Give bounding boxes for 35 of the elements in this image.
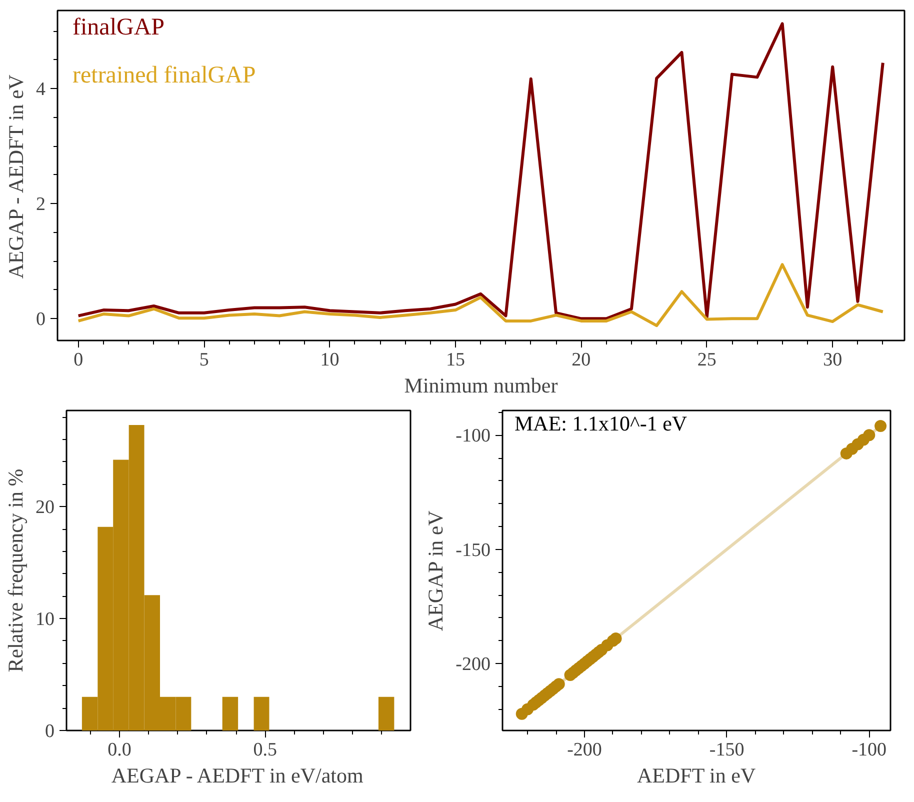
x-tick-label: 0.0: [108, 740, 132, 760]
x-axis-title: AEDFT in eV: [637, 764, 756, 788]
y-tick-label: 0: [36, 309, 46, 330]
x-tick-label: 0: [74, 350, 84, 370]
y-tick-label: 20: [36, 497, 54, 518]
text: finalGAP: [72, 14, 164, 40]
x-tick-label: 5: [199, 350, 209, 370]
point: [552, 678, 565, 690]
x-axis-title: Minimum number: [404, 374, 558, 398]
x-tick-label: -200: [567, 740, 602, 760]
point: [863, 429, 876, 442]
annotation: MAE: 1.1x10^-1 eV: [514, 412, 688, 436]
point: [610, 632, 622, 644]
x-axis-title: AEGAP - AEDFT in eV/atom: [111, 764, 364, 788]
point: [874, 420, 887, 432]
x-tick-label: 25: [697, 350, 716, 370]
x-tick-label: 0.5: [253, 740, 278, 760]
line-series: [76, 263, 884, 328]
y-tick-label: 0: [45, 721, 54, 742]
x-tick-label: 10: [320, 350, 340, 370]
y-tick-label: 10: [36, 609, 54, 630]
x-tick-label: 30: [823, 350, 842, 370]
y-tick-label: 4: [36, 79, 46, 100]
y-axis-title: AEGAP - AEDFT in eV: [4, 74, 28, 279]
y-tick-label: -200: [456, 654, 490, 676]
x-tick-label: 15: [446, 350, 465, 370]
x-tick-label: 20: [572, 350, 591, 370]
text: retrained finalGAP: [72, 62, 256, 88]
y-tick-label: -150: [456, 540, 490, 561]
y-tick-label: -100: [456, 426, 490, 447]
x-tick-label: -100: [852, 740, 887, 760]
y-axis-title: Relative frequency in %: [4, 468, 28, 672]
x-tick-label: -150: [709, 740, 744, 760]
y-axis-title: AEGAP in eV: [424, 510, 448, 632]
y-tick-label: 2: [36, 194, 46, 216]
